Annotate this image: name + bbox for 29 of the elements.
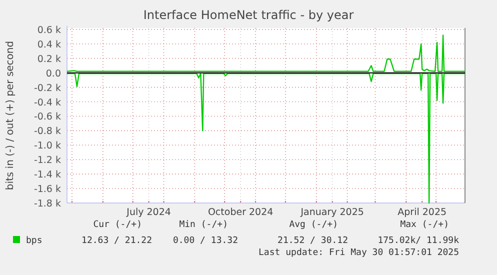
text: Cur (-/+) [93,220,142,230]
text: 12.63 / 21.22 [82,236,152,246]
y-tick-label: -0.8 k [34,126,62,138]
y-tick-label: -0.6 k [34,112,62,123]
chart-title: Interface HomeNet traffic - by year [143,8,354,22]
y-tick-label: -1.0 k [34,140,62,152]
text: Avg (-/+) [289,220,338,230]
text: Last update: Fri May 30 01:57:01 2025 [258,248,459,258]
text: 21.52 / 30.12 [278,236,348,246]
legend-label: bps [26,236,42,246]
y-tick-label: 0.4 k [37,39,62,50]
y-tick-label: 0.6 k [37,24,62,36]
text: Min (-/+) [179,220,228,230]
y-tick-label: -0.4 k [34,97,62,108]
x-tick-label: July 2024 [126,207,171,218]
y-tick-label: -0.2 k [34,82,62,94]
text: 175.02k/ 11.99k [378,236,460,246]
text: Max (-/+) [400,220,449,230]
y-tick-label: 0.2 k [37,54,62,65]
y-tick-label: -1.8 k [34,198,62,210]
x-tick-label: April 2025 [398,207,447,218]
text: 0.00 / 13.32 [172,236,238,246]
x-tick-label: January 2025 [300,207,364,218]
y-tick-label: -1.4 k [34,170,62,181]
y-tick-label: -1.6 k [34,184,62,196]
y-tick-label: 0.0 [46,68,61,80]
y-axis-title: bits in (-) / out (+) per second [5,40,16,190]
x-tick-label: October 2024 [208,207,274,218]
y-tick-label: -1.2 k [34,155,62,166]
